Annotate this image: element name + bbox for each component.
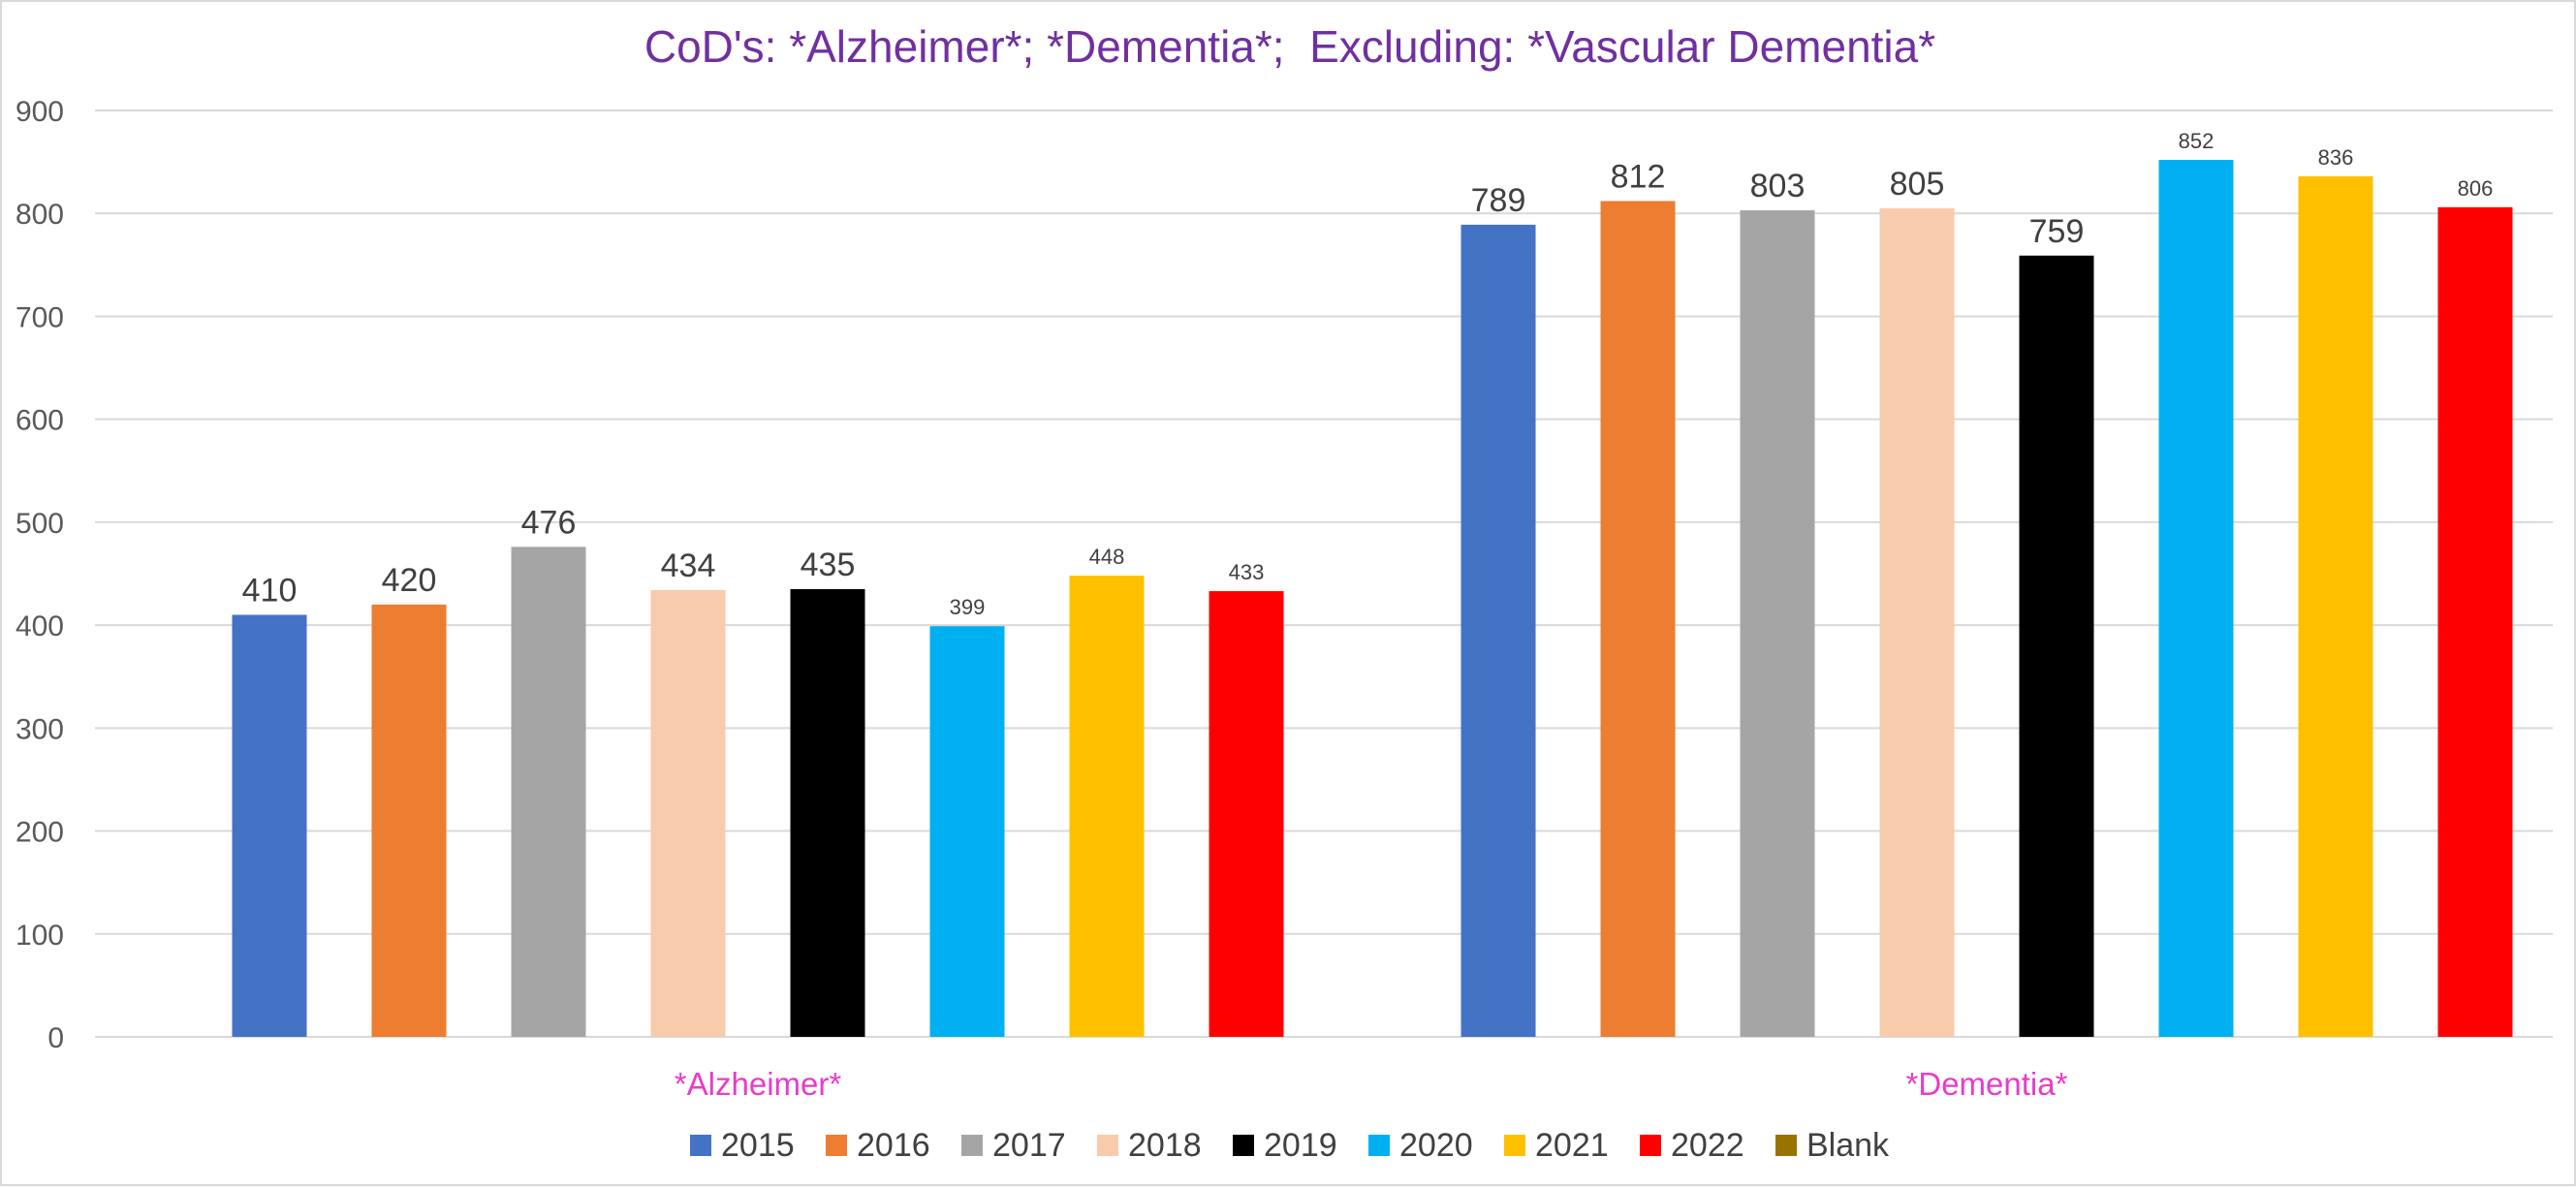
bar-2022-1	[2437, 206, 2513, 1038]
legend-swatch	[1640, 1135, 1661, 1156]
data-label: 789	[1471, 182, 1526, 219]
legend-item-2018: 2018	[1097, 1127, 1202, 1164]
legend-swatch	[1775, 1135, 1797, 1156]
legend-label: 2021	[1535, 1127, 1609, 1164]
y-tick-label: 100	[16, 920, 64, 952]
chart-title: CoD's: *Alzheimer*; *Dementia*; Excludin…	[644, 21, 1935, 72]
legend-item-2017: 2017	[961, 1127, 1066, 1164]
legend-item-Blank: Blank	[1775, 1127, 1890, 1164]
legend-label: 2015	[721, 1127, 795, 1164]
gridlines	[95, 109, 2553, 1038]
data-label: 852	[2179, 129, 2215, 153]
y-tick-label: 800	[16, 199, 64, 231]
bars	[232, 159, 2513, 1038]
legend-swatch	[1097, 1135, 1118, 1156]
data-label: 812	[1611, 158, 1666, 195]
legend: 2015 2016 2017 2018 2019 2020 2021 2022 Blank	[690, 1127, 1890, 1164]
y-tick-label: 200	[16, 817, 64, 849]
data-label: 420	[382, 562, 437, 599]
y-tick-label: 300	[16, 713, 64, 745]
legend-label: Blank	[1806, 1127, 1890, 1164]
data-label: 836	[2318, 145, 2354, 170]
legend-label: 2022	[1671, 1127, 1744, 1164]
legend-label: 2016	[857, 1127, 930, 1164]
bar-2019-0	[790, 588, 865, 1037]
legend-swatch	[690, 1135, 711, 1156]
legend-item-2016: 2016	[826, 1127, 930, 1164]
legend-item-2022: 2022	[1640, 1127, 1744, 1164]
legend-label: 2017	[992, 1127, 1066, 1164]
y-tick-label: 700	[16, 301, 64, 333]
bar-2019-1	[2019, 255, 2094, 1038]
legend-swatch	[826, 1135, 847, 1156]
data-label: 476	[521, 504, 577, 541]
data-label: 435	[801, 547, 856, 583]
data-label: 759	[2029, 213, 2085, 250]
bar-2020-1	[2158, 159, 2234, 1037]
legend-item-2015: 2015	[690, 1127, 795, 1164]
data-label: 433	[1229, 560, 1265, 584]
y-tick-label: 900	[16, 96, 64, 128]
bar-2021-1	[2298, 175, 2373, 1037]
bar-2020-0	[929, 626, 1005, 1037]
legend-swatch	[1233, 1135, 1254, 1156]
legend-swatch	[961, 1135, 983, 1156]
data-label: 434	[661, 547, 716, 584]
legend-label: 2019	[1264, 1127, 1337, 1164]
bar-2016-1	[1600, 201, 1676, 1037]
legend-label: 2018	[1128, 1127, 1202, 1164]
category-labels: *Alzheimer* *Dementia*	[675, 1066, 2068, 1102]
data-label: 410	[242, 572, 298, 609]
bar-2021-0	[1069, 576, 1145, 1037]
y-tick-label: 0	[47, 1022, 64, 1054]
legend-label: 2020	[1399, 1127, 1473, 1164]
bar-2015-1	[1461, 224, 1536, 1037]
y-axis-ticks: 0 100 200 300 400 500 600 700 800 900	[16, 96, 64, 1054]
legend-swatch	[1504, 1135, 1525, 1156]
data-label: 806	[2458, 176, 2494, 201]
legend-item-2019: 2019	[1233, 1127, 1337, 1164]
bar-2018-1	[1879, 207, 1955, 1037]
y-tick-label: 400	[16, 610, 64, 642]
legend-item-2020: 2020	[1368, 1127, 1473, 1164]
y-tick-label: 500	[16, 508, 64, 540]
data-label: 803	[1750, 168, 1806, 204]
data-label: 448	[1089, 545, 1125, 569]
legend-swatch	[1368, 1135, 1390, 1156]
category-label: *Dementia*	[1906, 1066, 2068, 1102]
data-label: 805	[1890, 166, 1945, 203]
data-label: 399	[950, 595, 986, 619]
y-tick-label: 600	[16, 405, 64, 437]
category-label: *Alzheimer*	[675, 1066, 842, 1102]
bar-2016-0	[371, 604, 447, 1037]
data-labels: 410 420 476 434 435 399 448 433 789 812 803 805 759 8…	[242, 129, 2494, 619]
bar-2017-0	[511, 547, 586, 1037]
legend-item-2021: 2021	[1504, 1127, 1609, 1164]
bar-2017-1	[1740, 210, 1815, 1038]
bar-2015-0	[232, 614, 307, 1037]
bar-2022-0	[1209, 591, 1284, 1037]
bar-2018-0	[650, 589, 726, 1037]
